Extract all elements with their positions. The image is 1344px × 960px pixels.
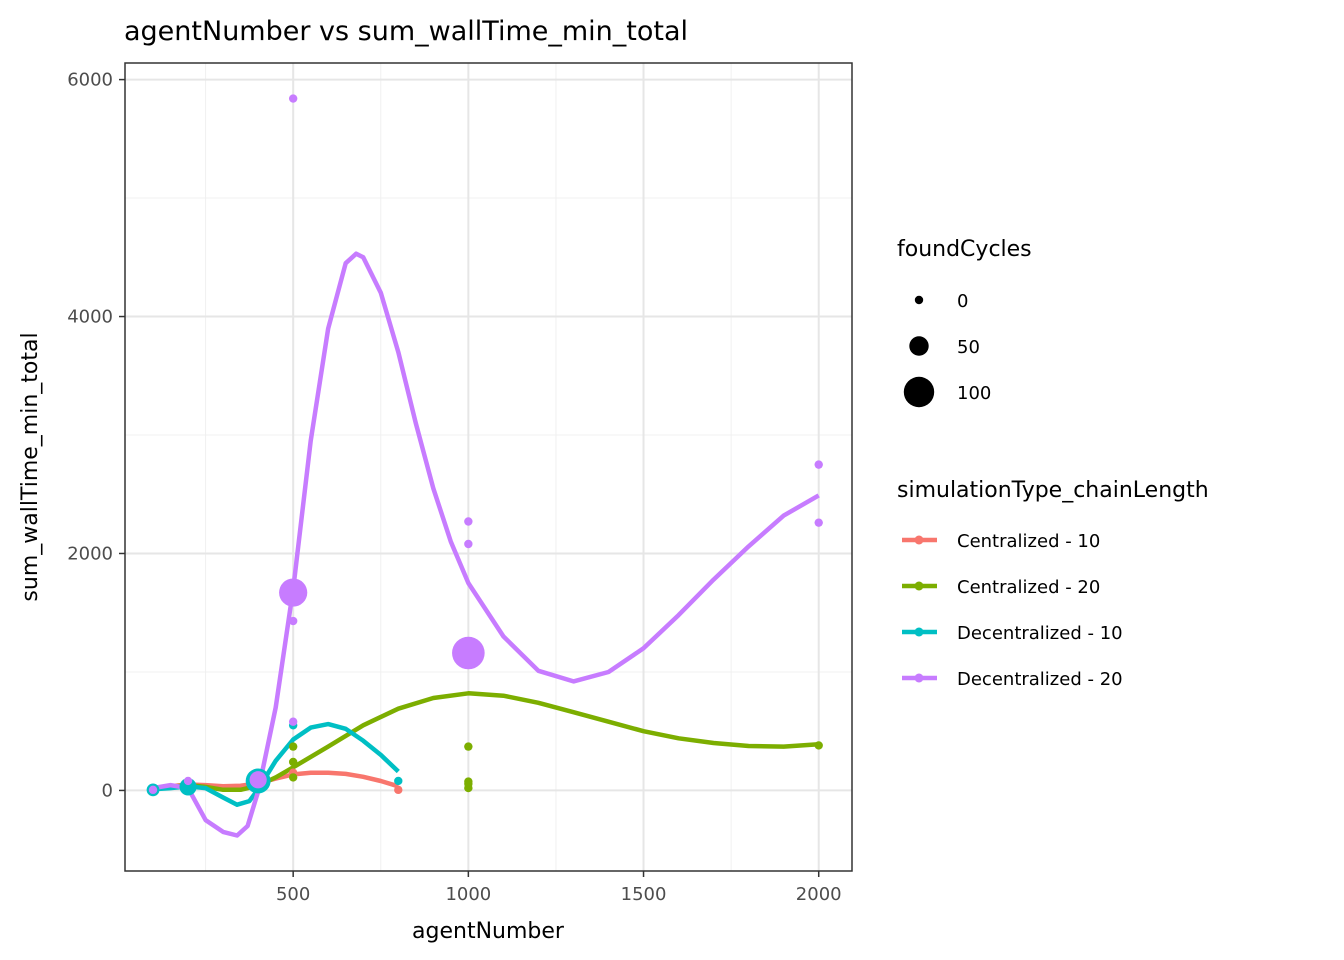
y-axis-label: sum_wallTime_min_total [18,332,43,601]
color-legend-label: Centralized - 20 [957,577,1100,598]
x-tick-label: 2000 [796,884,842,905]
data-point [288,717,298,726]
data-point [288,742,298,751]
data-point [249,771,267,789]
x-tick-label: 500 [276,884,310,905]
color-legend-dot [914,581,924,591]
color-legend-dot [914,627,924,637]
y-tick-label: 0 [102,780,113,801]
data-point [394,785,403,795]
y-tick-label: 4000 [67,307,113,328]
x-axis-label: agentNumber [412,919,565,944]
y-tick-label: 2000 [67,543,113,564]
x-tick-label: 1500 [621,884,667,905]
data-point [464,742,473,751]
size-legend-label: 50 [957,337,980,358]
x-axis: 500 1000 1500 2000 [276,871,842,905]
data-point [814,518,823,527]
data-point [464,517,473,526]
color-legend-label: Decentralized - 10 [957,623,1123,644]
plot-border [124,62,853,872]
grid-minor [125,63,852,871]
y-tick-label: 6000 [67,70,113,91]
points [146,94,823,797]
color-legend-dot [914,673,924,683]
color-legend-dot [914,535,924,545]
data-point [814,460,823,469]
size-legend-title: foundCycles [897,237,1032,262]
color-legend-label: Decentralized - 20 [957,669,1123,690]
size-legend-key [914,295,924,305]
color-legend: simulationType_chainLength Centralized -… [897,478,1209,690]
plot-panel [125,63,852,871]
y-axis: 0 2000 4000 6000 [67,70,125,801]
data-point [288,773,298,782]
data-point [179,778,197,796]
color-legend-title: simulationType_chainLength [897,478,1209,503]
chart-title: agentNumber vs sum_wallTime_min_total [124,16,688,47]
color-legend-label: Centralized - 10 [957,531,1100,552]
data-point [183,776,193,786]
data-point [279,578,308,607]
data-point [452,636,485,670]
size-legend-key [903,376,935,408]
data-point [464,539,473,549]
data-point [394,776,403,786]
smooth-line [152,251,820,838]
data-point [288,94,298,103]
size-legend: foundCycles 0 50 100 [897,237,1032,408]
data-point [288,616,298,626]
smooth-line [152,691,819,793]
data-point [464,777,473,786]
size-legend-label: 100 [957,383,991,404]
data-point [148,785,158,795]
size-legend-key [909,336,929,356]
x-tick-label: 1000 [445,884,491,905]
size-legend-label: 0 [957,291,968,312]
data-point [814,741,823,750]
data-point [288,757,298,767]
